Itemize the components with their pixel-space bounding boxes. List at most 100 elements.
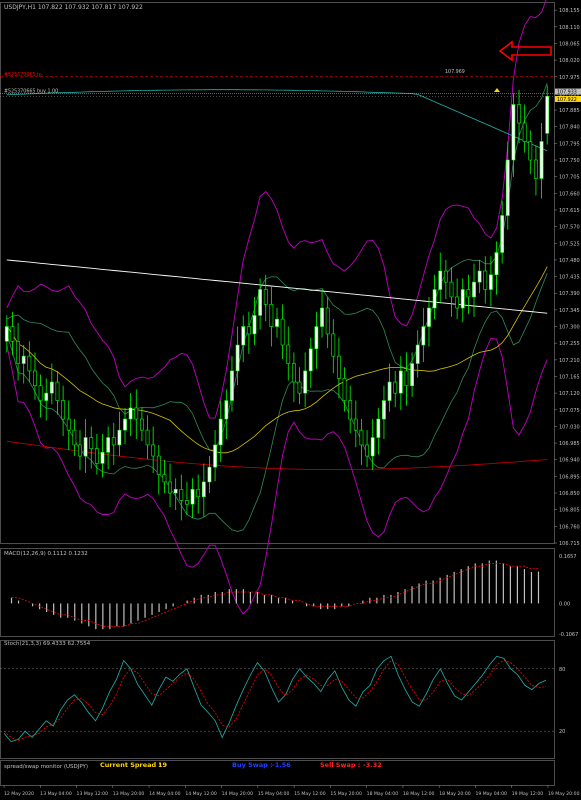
candle-body-down <box>466 289 471 298</box>
candle <box>404 352 409 406</box>
y-tick-label: 106.805 <box>559 508 580 514</box>
candle-body-up <box>218 418 223 446</box>
candle-body-down <box>72 429 77 446</box>
candle <box>353 400 358 448</box>
candle <box>528 130 533 175</box>
candle <box>162 459 167 494</box>
candle-body-down <box>246 326 251 335</box>
annotations: #525370665 tp #525370665 buy 1.00 107.969 1… <box>0 40 581 103</box>
candle <box>410 352 414 397</box>
candle <box>258 278 263 330</box>
candle <box>483 256 488 304</box>
y-tick-label: 106.985 <box>559 441 580 447</box>
candle <box>269 285 274 347</box>
indicator-lines <box>6 0 548 615</box>
candle-body-up <box>252 315 257 335</box>
main-price-panel[interactable]: USDJPY,H1 107.822 107.932 107.817 107.92… <box>0 0 581 615</box>
candle-body-up <box>224 400 229 420</box>
candle-body-up <box>190 489 195 505</box>
candle-body-up <box>117 429 122 446</box>
candle-body-down <box>61 400 66 420</box>
tp-label: #525370665 tp <box>4 72 42 78</box>
candle <box>61 385 66 437</box>
spread-swap-panel: spread/swap monitor (USDJPY) Current Spr… <box>4 761 382 770</box>
candle <box>348 385 353 434</box>
candle-body-down <box>404 370 409 387</box>
candle <box>218 400 223 462</box>
macd-panel[interactable]: MACD(12,26,9) 0.1112 0.1232 0.1657 0.00 -0… <box>4 551 578 638</box>
candle-body-down <box>534 159 538 179</box>
x-tick-label: 18 May 12:00 <box>403 791 435 797</box>
candle-body-up <box>128 407 133 420</box>
candle-body-up <box>382 400 386 420</box>
candle-body-up <box>472 281 476 298</box>
candle <box>230 356 234 412</box>
candle <box>21 345 26 384</box>
candle-body-down <box>455 296 460 309</box>
stoch-lines <box>3 655 547 743</box>
candle-body-down <box>280 318 285 346</box>
candle-body-up <box>308 348 313 372</box>
candles[interactable] <box>4 85 550 521</box>
candle-body-down <box>134 407 139 420</box>
up-arrow-icon <box>494 88 500 92</box>
candle <box>27 341 32 383</box>
candle <box>168 463 172 508</box>
candle <box>359 419 364 465</box>
candle-body-down <box>111 437 116 446</box>
symbol-caption: USDJPY,H1 107.822 107.932 107.817 107.92… <box>4 4 143 11</box>
candle-body-down <box>179 489 184 501</box>
high-annotation: 107.969 <box>445 69 465 75</box>
candle-body-down <box>94 448 99 464</box>
candle <box>511 93 516 178</box>
candle-body-up <box>421 326 426 346</box>
candle-body-down <box>27 355 32 372</box>
y-tick-label: 106.940 <box>559 458 580 464</box>
candle <box>252 296 257 346</box>
stoch-tick-label: 80 <box>559 667 565 673</box>
main-y-axis: 108.155 108.110 108.065 108.020 107.975 107.9… <box>554 8 580 547</box>
candle <box>235 326 240 385</box>
candle <box>522 104 527 153</box>
candle-body-down <box>16 341 20 364</box>
y-tick-label: 107.075 <box>559 408 580 414</box>
y-tick-label: 107.750 <box>559 158 580 164</box>
y-tick-label: 107.705 <box>559 175 580 181</box>
candle <box>432 274 437 320</box>
candle-body-up <box>500 215 505 253</box>
candle <box>44 378 49 421</box>
stochastic-panel[interactable]: Stoch(21,3,3) 69.4333 62.7554 80 20 <box>0 641 565 743</box>
candle <box>438 252 443 304</box>
candle <box>263 274 268 322</box>
y-tick-label: 107.885 <box>559 108 580 114</box>
candle-body-up <box>477 270 482 283</box>
candle <box>337 337 341 399</box>
candle-body-down <box>89 437 94 449</box>
candle <box>145 415 150 460</box>
sell-swap-value: -3.32 <box>363 761 382 769</box>
candle <box>38 374 43 418</box>
macd-signal-line <box>11 563 539 627</box>
candle-body-down <box>38 385 43 401</box>
candle <box>421 308 426 363</box>
candle-body-down <box>269 304 274 327</box>
ma-cyan-line <box>6 89 548 152</box>
ma-slow-line <box>6 259 548 314</box>
candle-body-up <box>275 318 279 327</box>
candle <box>308 337 313 388</box>
x-tick-label: 15 May 04:00 <box>258 791 290 797</box>
candle-body-up <box>207 466 212 483</box>
y-tick-label: 107.255 <box>559 341 580 347</box>
x-tick-label: 14 May 12:00 <box>185 791 217 797</box>
candle <box>280 304 285 360</box>
candle <box>477 259 482 294</box>
candle <box>49 363 54 405</box>
candle <box>100 433 105 478</box>
candle <box>303 352 308 408</box>
candle-body-up <box>100 452 105 464</box>
y-tick-label: 108.155 <box>559 8 580 14</box>
candle <box>173 478 178 511</box>
macd-caption: MACD(12,26,9) 0.1112 0.1232 <box>4 551 88 557</box>
y-tick-label: 106.895 <box>559 474 580 480</box>
